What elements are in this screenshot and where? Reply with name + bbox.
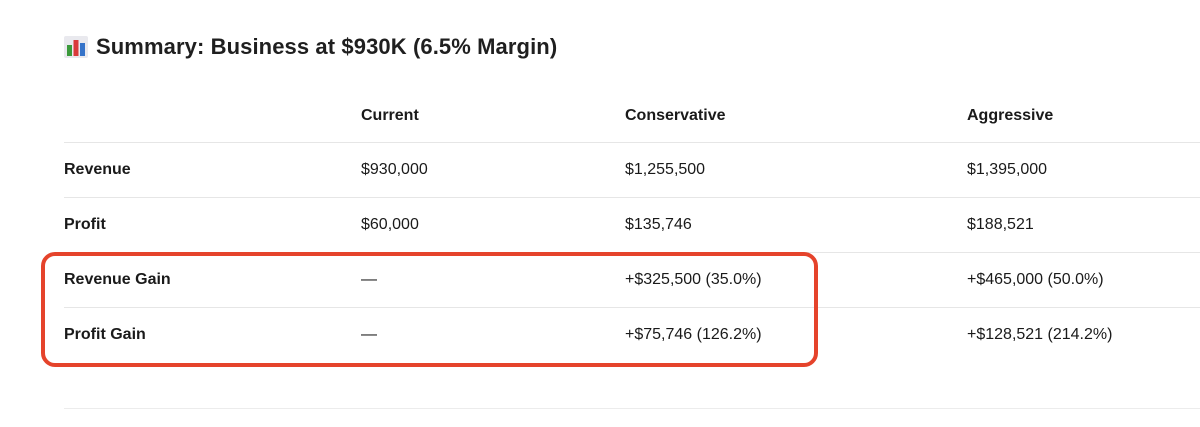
- table-header-row: Current Conservative Aggressive: [64, 90, 1200, 143]
- bar-chart-icon: [64, 36, 88, 58]
- header-cell-current: Current: [361, 107, 419, 124]
- table-row-revenue-gain: Revenue Gain — +$325,500 (35.0%) +$465,0…: [64, 253, 1200, 308]
- cell-conservative: $1,255,500: [625, 161, 706, 178]
- cell-current: —: [361, 271, 377, 288]
- cell-current: $930,000: [361, 161, 428, 178]
- cell-aggressive: +$128,521 (214.2%): [967, 326, 1113, 343]
- header-cell-conservative: Conservative: [625, 107, 726, 124]
- table-row-revenue: Revenue $930,000 $1,255,500 $1,395,000: [64, 143, 1200, 198]
- cell-aggressive: $1,395,000: [967, 161, 1048, 178]
- cell-aggressive: +$465,000 (50.0%): [967, 271, 1104, 288]
- row-label: Revenue Gain: [64, 271, 171, 288]
- row-label: Profit Gain: [64, 326, 146, 343]
- header-cell-aggressive: Aggressive: [967, 107, 1054, 124]
- summary-table: Current Conservative Aggressive Revenue …: [64, 90, 1200, 362]
- page-title: Summary: Business at $930K (6.5% Margin): [64, 34, 557, 60]
- row-label: Profit: [64, 216, 106, 233]
- table-row-profit-gain: Profit Gain — +$75,746 (126.2%) +$128,52…: [64, 308, 1200, 362]
- cell-conservative: +$75,746 (126.2%): [625, 326, 762, 343]
- cell-aggressive: $188,521: [967, 216, 1034, 233]
- bottom-divider: [64, 408, 1200, 409]
- cell-conservative: +$325,500 (35.0%): [625, 271, 762, 288]
- cell-current: —: [361, 326, 377, 343]
- row-label: Revenue: [64, 161, 131, 178]
- cell-conservative: $135,746: [625, 216, 692, 233]
- cell-current: $60,000: [361, 216, 419, 233]
- page-title-text: Summary: Business at $930K (6.5% Margin): [96, 34, 558, 59]
- table-row-profit: Profit $60,000 $135,746 $188,521: [64, 198, 1200, 253]
